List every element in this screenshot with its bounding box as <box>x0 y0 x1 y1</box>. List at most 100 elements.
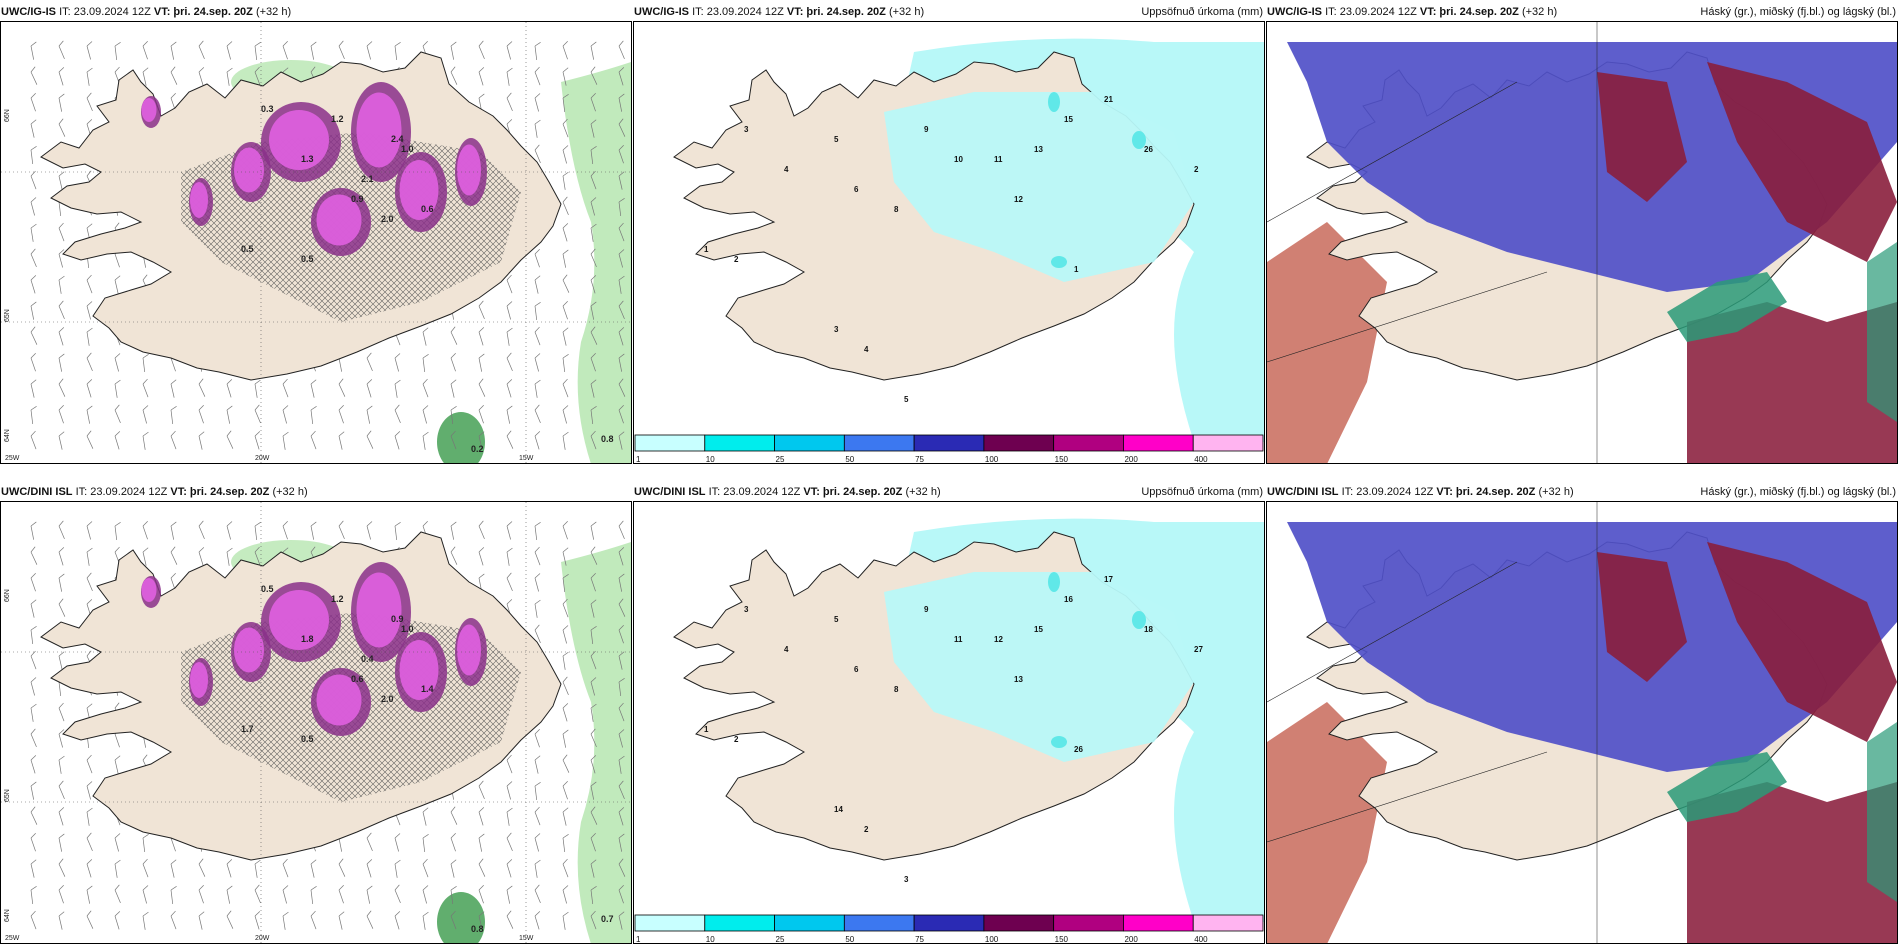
colorbar-tick-label: 25 <box>776 935 785 944</box>
wind-barb <box>170 859 177 878</box>
colorbar-tick-label: 75 <box>915 935 924 944</box>
wind-barb <box>506 67 513 86</box>
wind-barb <box>366 379 373 398</box>
wind-barb <box>114 755 121 774</box>
wind-barb <box>282 885 289 904</box>
run-label: IT: 23.09.2024 12Z <box>75 486 168 498</box>
mid-cloud-band <box>1597 72 1687 202</box>
model-label: UWC/DINI ISL <box>634 486 706 498</box>
wind-barb <box>86 327 93 346</box>
wind-barb <box>226 67 233 86</box>
wind-barb <box>562 885 569 904</box>
wind-barb <box>534 521 541 540</box>
wind-barb <box>394 404 401 424</box>
wind-barb <box>618 911 625 930</box>
wind-barb <box>478 858 486 877</box>
icing-map[interactable]: 0.8 0.7 0.5 0.6 1.0 1.2 1.8 2.0 0.9 1.4 0.5 0.4 1.7 6… <box>0 501 632 944</box>
wind-barb <box>562 598 569 618</box>
wind-barb <box>450 430 457 450</box>
wind-barb <box>618 144 624 164</box>
green-wind-area <box>561 62 631 463</box>
precip-map[interactable]: 1 2 3 4 5 6 8 9 11 12 13 15 16 17 18 27 26 14 2 3 1 10 25 50 75 1… <box>633 501 1265 944</box>
icing-value-label: 1.2 <box>331 114 344 124</box>
wind-barb <box>450 885 457 904</box>
high-cloud-area <box>1867 242 1897 422</box>
colorbar-tick-label: 25 <box>776 455 785 464</box>
wind-barb <box>562 353 569 372</box>
projection-line <box>1267 751 1548 843</box>
wind-barb <box>562 780 568 800</box>
icing-blob <box>399 640 439 700</box>
high-cloud-area <box>1867 722 1897 902</box>
wind-barb <box>310 379 317 398</box>
wind-barb <box>114 521 121 540</box>
wind-barb <box>86 274 93 294</box>
wind-barb <box>618 249 625 268</box>
cloud-map[interactable] <box>1266 501 1898 944</box>
wind-barb <box>226 521 233 540</box>
icing-value-label: 0.3 <box>261 104 274 114</box>
precip-core <box>1132 611 1146 629</box>
wind-barb <box>198 884 204 904</box>
wind-barb <box>534 93 541 112</box>
wind-barb <box>478 911 485 930</box>
precip-value-label: 5 <box>834 615 839 624</box>
wind-barb <box>30 352 36 372</box>
wind-barb <box>282 431 289 450</box>
precip-map[interactable]: 1 2 3 4 5 6 8 9 10 11 12 13 15 21 26 2 1 3 4 5 1 10 25 50 75 100 1… <box>633 21 1265 464</box>
wind-barb <box>58 249 65 268</box>
wind-barb <box>534 546 541 566</box>
wind-barb <box>282 520 288 540</box>
wind-barb <box>450 379 457 398</box>
longitude-label: 20W <box>255 455 270 462</box>
wind-barb <box>30 677 37 696</box>
panel-precip-dini: UWC/DINI ISL IT: 23.09.2024 12Z VT: þri.… <box>633 480 1265 945</box>
wind-barb <box>618 327 625 346</box>
run-label: IT: 23.09.2024 12Z <box>708 486 801 498</box>
wind-barb <box>590 677 597 696</box>
cloud-map[interactable] <box>1266 21 1898 464</box>
panel-title: UWC/DINI ISL IT: 23.09.2024 12Z VT: þri.… <box>633 486 1265 502</box>
icing-blob <box>457 624 481 676</box>
icing-value-label: 1.8 <box>301 634 314 644</box>
wind-barb <box>58 729 65 748</box>
colorbar-segment <box>843 434 915 452</box>
colorbar-tick-label: 75 <box>915 455 924 464</box>
precip-core <box>1048 572 1060 592</box>
wind-barb <box>30 92 36 112</box>
wind-barb <box>58 807 65 826</box>
colorbar-segment <box>983 434 1055 452</box>
mid-cloud-band <box>1707 62 1897 262</box>
colorbar-tick-label: 10 <box>706 455 715 464</box>
wind-barb <box>506 547 513 566</box>
icing-blob <box>356 92 402 168</box>
wind-barb <box>58 755 65 774</box>
lead-label: (+32 h) <box>272 486 308 498</box>
wind-barb <box>30 66 38 85</box>
wind-barb <box>30 755 37 774</box>
wind-barb <box>618 197 625 216</box>
icing-blob <box>269 110 329 170</box>
wind-barb <box>198 911 205 930</box>
wind-barb <box>422 858 429 878</box>
wind-barb <box>30 910 37 930</box>
wind-barb <box>58 67 65 86</box>
icing-map[interactable]: 0.2 0.8 0.5 0.9 1.0 1.2 1.3 2.0 2.4 0.6 0.3 2.1 0.5 6… <box>0 21 632 464</box>
wind-barb <box>198 858 206 877</box>
wind-barb <box>254 859 261 878</box>
wind-barb <box>590 430 597 450</box>
wind-barb <box>394 353 401 372</box>
wind-barb <box>142 911 149 930</box>
wind-barb <box>506 327 513 346</box>
wind-barb <box>58 171 65 190</box>
wind-barb <box>450 352 456 372</box>
wind-barb <box>562 833 569 852</box>
wind-barb <box>450 41 457 60</box>
wind-barb <box>58 911 65 930</box>
wind-barb <box>534 119 541 138</box>
wind-barb <box>590 326 598 345</box>
wind-barb <box>422 431 429 450</box>
wind-barb <box>58 327 65 346</box>
precip-value-label: 6 <box>854 665 859 674</box>
wind-barb <box>534 275 541 294</box>
